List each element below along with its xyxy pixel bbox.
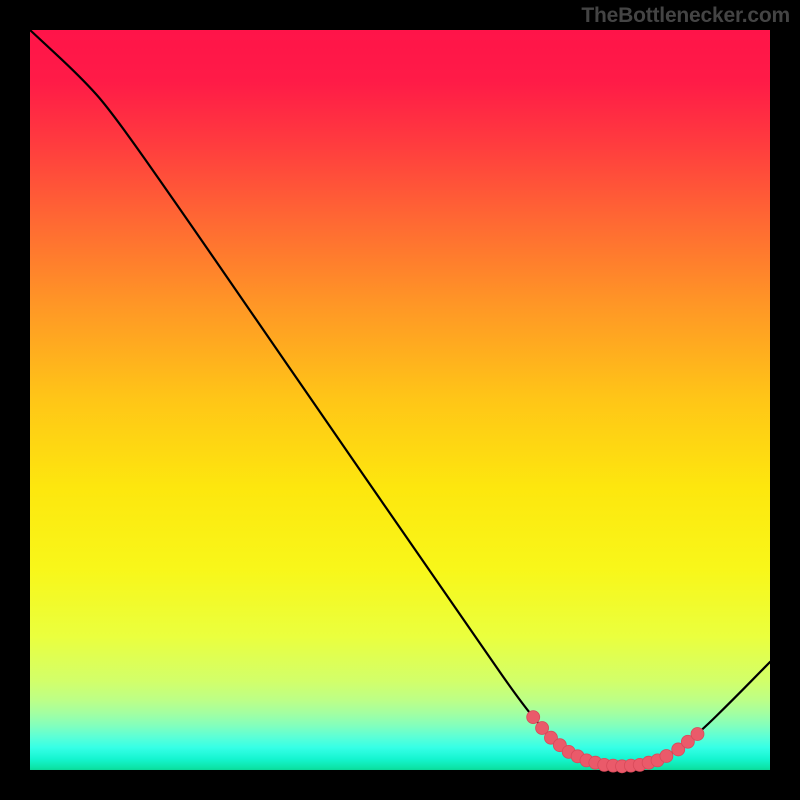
bottleneck-curve [30,30,770,766]
watermark-text: TheBottlenecker.com [581,4,790,28]
curve-markers [527,711,704,773]
plot-area [30,30,770,770]
chart-overlay-svg [30,30,770,770]
curve-marker [691,728,704,741]
chart-container: { "watermark_text": "TheBottlenecker.com… [0,0,800,800]
curve-marker [660,750,673,763]
curve-marker [527,711,540,724]
